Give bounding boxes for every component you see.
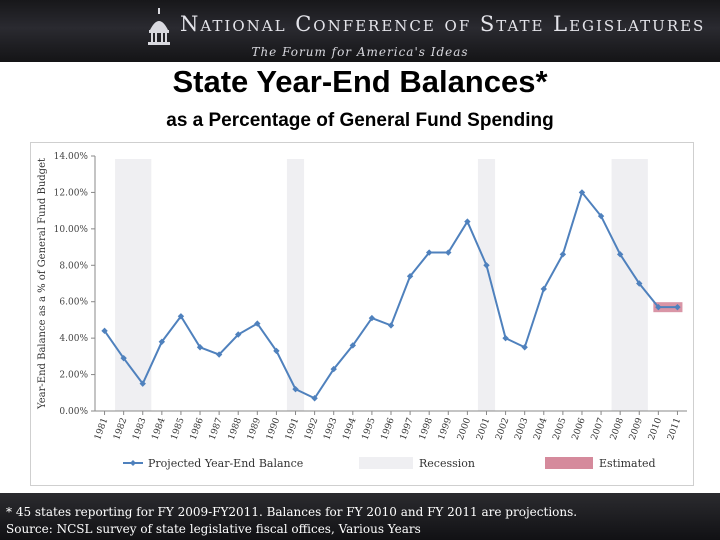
data-point	[273, 347, 280, 355]
footnote-source: Source: NCSL survey of state legislative…	[6, 522, 421, 536]
x-tick-label: 1998	[418, 416, 435, 441]
data-point	[655, 303, 662, 311]
data-point	[177, 313, 185, 320]
data-point	[559, 251, 567, 258]
data-point	[483, 262, 490, 269]
y-tick-label: 4.00%	[59, 334, 88, 344]
x-tick-label: 2001	[475, 417, 492, 442]
y-tick-label: 12.00%	[54, 188, 89, 198]
data-point	[578, 189, 586, 196]
x-tick-label: 2007	[590, 416, 607, 441]
x-tick-label: 1985	[170, 416, 187, 441]
x-tick-label: 1988	[227, 416, 244, 441]
tagline: The Forum for America's Ideas	[251, 45, 469, 59]
data-point	[464, 218, 471, 225]
x-tick-label: 2011	[666, 417, 683, 442]
recession-band-1	[286, 159, 305, 411]
x-tick-label: 1992	[303, 417, 320, 442]
data-point	[636, 280, 643, 287]
legend-marker	[130, 460, 136, 466]
data-point	[254, 320, 261, 327]
x-tick-label: 1984	[150, 416, 167, 441]
org-name: National Conference of State Legislature…	[180, 12, 706, 36]
data-point	[235, 331, 242, 338]
data-point	[616, 251, 624, 258]
data-point	[540, 285, 547, 293]
x-tick-label: 2002	[494, 417, 511, 442]
data-point	[215, 351, 223, 358]
legend-label: Projected Year-End Balance	[148, 457, 303, 470]
y-tick-label: 8.00%	[59, 261, 88, 271]
legend-estimated-swatch	[545, 457, 593, 469]
data-point	[502, 334, 509, 342]
series-line	[103, 190, 678, 400]
x-tick-label: 1995	[360, 416, 377, 441]
data-point	[387, 322, 395, 329]
x-tick-label: 2004	[532, 416, 549, 441]
page-title: State Year-End Balances*	[172, 64, 548, 99]
legend-label: Estimated	[599, 457, 656, 470]
x-tick-label: 1983	[131, 416, 148, 441]
capitol-dome-icon	[148, 8, 170, 45]
chart-container: 0.00% 2.00% 4.00% 6.00% 8.00% 10.00% 12.00% 14.…	[30, 142, 694, 486]
y-tick-label: 0.00%	[59, 407, 88, 417]
x-tick-label: 2000	[456, 416, 473, 441]
x-tick-label: 1997	[399, 416, 416, 441]
data-point	[349, 342, 357, 349]
data-point	[597, 212, 605, 220]
line-chart: 0.00% 2.00% 4.00% 6.00% 8.00% 10.00% 12.00% 14.…	[37, 152, 687, 470]
data-point	[406, 273, 414, 280]
x-tick-label: 1994	[341, 416, 358, 441]
x-tick-label: 2005	[551, 416, 568, 441]
page-subtitle: as a Percentage of General Fund Spending	[166, 110, 554, 131]
data-point	[311, 395, 318, 402]
data-point	[196, 344, 204, 351]
data-point	[521, 344, 528, 351]
recession-band-0	[115, 159, 152, 411]
y-tick-label: 6.00%	[59, 298, 88, 308]
legend-recession-swatch	[359, 457, 413, 469]
data-point	[425, 249, 433, 256]
x-tick-label: 2009	[628, 416, 645, 441]
data-point	[158, 338, 166, 345]
x-tick-label: 1999	[437, 416, 454, 441]
footer-bar	[0, 493, 720, 540]
recession-band-2	[477, 159, 496, 411]
recession-band-3	[611, 159, 648, 411]
x-tick-label: 2010	[647, 416, 664, 441]
footnote-states: * 45 states reporting for FY 2009-FY2011…	[6, 505, 578, 519]
x-tick-label: 1981	[93, 417, 110, 442]
x-tick-label: 1993	[322, 416, 339, 441]
x-tick-label: 1990	[265, 416, 282, 441]
y-tick-label: 10.00%	[54, 225, 89, 235]
x-tick-label: 1986	[189, 416, 206, 441]
data-point	[674, 303, 681, 311]
x-tick-label: 2008	[609, 416, 626, 441]
x-tick-label: 1989	[246, 416, 263, 441]
data-point	[139, 380, 146, 387]
x-tick-label: 1996	[380, 416, 397, 441]
x-tick-label: 2003	[513, 416, 530, 441]
y-axis-label: Year-End Balance as a % of General Fund …	[37, 158, 48, 410]
x-tick-label: 1982	[112, 417, 129, 442]
data-point	[120, 354, 127, 362]
y-tick-label: 14.00%	[54, 152, 89, 162]
data-point	[445, 249, 452, 256]
legend-label: Recession	[419, 457, 475, 470]
x-tick-label: 1991	[284, 417, 301, 442]
x-tick-label: 1987	[208, 416, 225, 441]
header-banner: National Conference of State Legislature…	[0, 0, 720, 62]
x-tick-label: 2006	[571, 416, 588, 441]
y-tick-label: 2.00%	[59, 371, 88, 381]
